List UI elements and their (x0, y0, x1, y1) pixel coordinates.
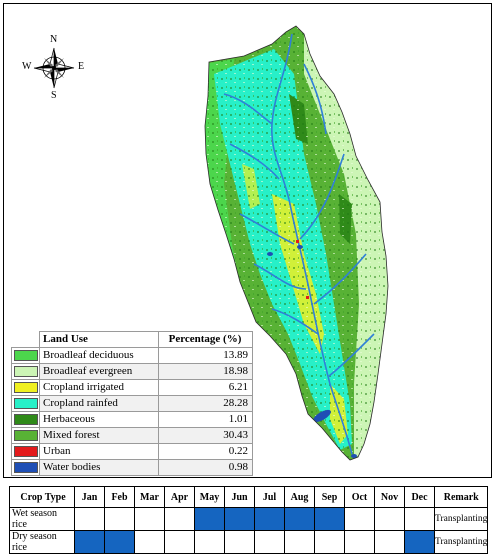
calendar-header-month: Feb (104, 486, 135, 508)
compass-west-label: W (22, 61, 32, 72)
calendar-month-cell (74, 530, 105, 554)
legend-label: Mixed forest (39, 427, 159, 444)
calendar-header-row: Crop Type Jan Feb Mar Apr May Jun Jul Au… (9, 486, 489, 508)
calendar-header-month: Mar (134, 486, 165, 508)
legend-header-land-use: Land Use (39, 331, 159, 348)
calendar-month-cell (134, 507, 165, 531)
calendar-month-cell (254, 530, 285, 554)
legend-value: 1.01 (158, 411, 253, 428)
calendar-month-cell (254, 507, 285, 531)
legend-header: Land Use Percentage (%) (12, 331, 253, 348)
legend-swatch (13, 398, 38, 409)
crop-calendar-table: Crop Type Jan Feb Mar Apr May Jun Jul Au… (9, 486, 489, 554)
legend-value: 0.98 (158, 459, 253, 476)
legend-header-percentage: Percentage (%) (158, 331, 253, 348)
legend-row: Cropland rainfed 28.28 (11, 395, 253, 412)
river-network (223, 33, 375, 455)
legend-label: Cropland rainfed (39, 395, 159, 412)
legend-value: 30.43 (158, 427, 253, 444)
legend-label: Herbaceous (39, 411, 159, 428)
calendar-month-cell (224, 507, 255, 531)
calendar-month-cell (134, 530, 165, 554)
urban-area (296, 240, 309, 299)
legend-swatch (13, 366, 38, 377)
calendar-month-cell (374, 507, 405, 531)
water-bodies-area (267, 245, 357, 458)
calendar-month-cell (374, 530, 405, 554)
calendar-header-month: Nov (374, 486, 405, 508)
land-use-legend: Land Use Percentage (%) Broadleaf decidu… (11, 331, 253, 476)
compass-east-label: E (78, 61, 85, 72)
calendar-header-month: Aug (284, 486, 315, 508)
calendar-header-month: Oct (344, 486, 375, 508)
legend-label: Water bodies (39, 459, 159, 476)
calendar-month-cell (284, 507, 315, 531)
legend-value: 28.28 (158, 395, 253, 412)
calendar-header-month: Jul (254, 486, 285, 508)
calendar-month-cell (104, 507, 135, 531)
legend-label: Broadleaf deciduous (39, 347, 159, 364)
calendar-header-month: Jan (74, 486, 105, 508)
calendar-month-cell (404, 507, 435, 531)
calendar-month-cell (404, 530, 435, 554)
calendar-month-cell (104, 530, 135, 554)
legend-swatch (13, 446, 38, 457)
legend-swatch (13, 414, 38, 425)
legend-label: Urban (39, 443, 159, 460)
legend-swatch (13, 350, 38, 361)
compass-south-label: S (51, 90, 57, 101)
legend-swatch (13, 430, 38, 441)
calendar-crop-label: Wet season rice (9, 507, 75, 531)
legend-label: Broadleaf evergreen (39, 363, 159, 380)
calendar-row-dry-season: Dry season rice Transplanting (9, 530, 489, 554)
legend-swatch (13, 462, 38, 473)
legend-value: 13.89 (158, 347, 253, 364)
legend-value: 0.22 (158, 443, 253, 460)
legend-value: 18.98 (158, 363, 253, 380)
calendar-header-month: Jun (224, 486, 255, 508)
legend-row: Mixed forest 30.43 (11, 427, 253, 444)
legend-swatch (13, 382, 38, 393)
legend-label: Cropland irrigated (39, 379, 159, 396)
calendar-month-cell (194, 530, 225, 554)
legend-row: Broadleaf deciduous 13.89 (11, 347, 253, 364)
calendar-header-month: May (194, 486, 225, 508)
calendar-month-cell (344, 530, 375, 554)
calendar-month-cell (344, 507, 375, 531)
calendar-month-cell (164, 530, 195, 554)
calendar-remark: Transplanting (433, 507, 489, 531)
calendar-header-remark: Remark (433, 486, 489, 508)
calendar-header-crop-type: Crop Type (9, 486, 75, 508)
legend-row: Urban 0.22 (11, 443, 253, 460)
calendar-row-wet-season: Wet season rice Transplanting (9, 507, 489, 531)
calendar-header-month: Dec (404, 486, 435, 508)
legend-row: Cropland irrigated 6.21 (11, 379, 253, 396)
calendar-month-cell (194, 507, 225, 531)
calendar-month-cell (164, 507, 195, 531)
legend-row: Water bodies 0.98 (11, 459, 253, 476)
calendar-crop-label: Dry season rice (9, 530, 75, 554)
calendar-month-cell (284, 530, 315, 554)
calendar-header-month: Sep (314, 486, 345, 508)
calendar-month-cell (314, 530, 345, 554)
calendar-remark: Transplanting (433, 530, 489, 554)
calendar-month-cell (224, 530, 255, 554)
legend-row: Herbaceous 1.01 (11, 411, 253, 428)
legend-row: Broadleaf evergreen 18.98 (11, 363, 253, 380)
calendar-header-month: Apr (164, 486, 195, 508)
calendar-month-cell (74, 507, 105, 531)
compass-north-label: N (50, 34, 58, 45)
calendar-month-cell (314, 507, 345, 531)
compass-rose-icon (33, 47, 75, 89)
legend-value: 6.21 (158, 379, 253, 396)
